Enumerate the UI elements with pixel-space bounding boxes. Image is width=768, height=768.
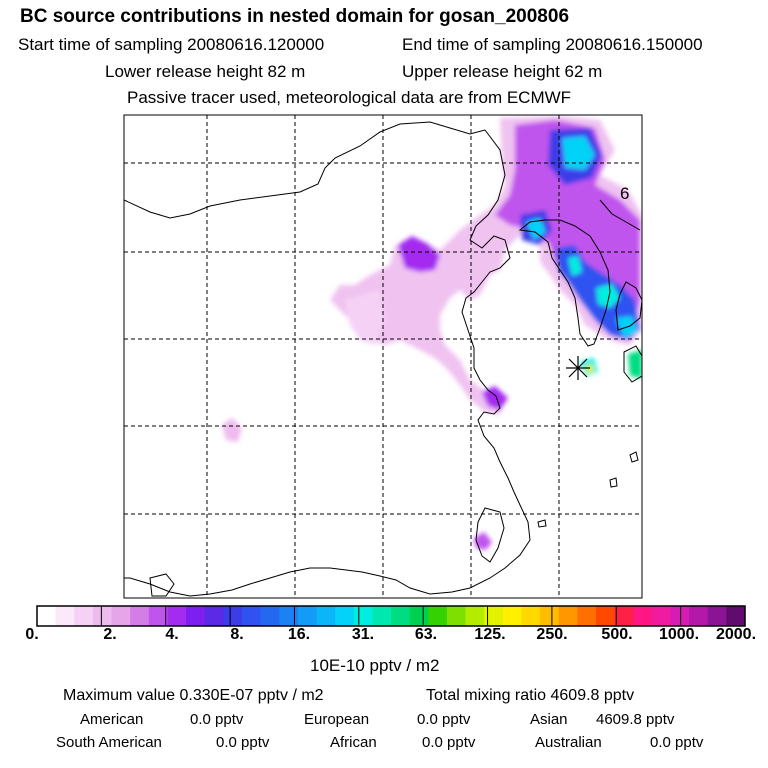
colorbar-swatch [260, 606, 280, 626]
colorbar-swatch [689, 606, 709, 626]
asian-label: Asian [530, 711, 568, 728]
colorbar-swatch [92, 606, 112, 626]
colorbar-swatch [446, 606, 466, 626]
colorbar-swatch [335, 606, 355, 626]
plume-light-west [345, 290, 385, 345]
cbar-label-125: 125. [474, 626, 506, 643]
colorbar-swatch [577, 606, 597, 626]
plume-purple-shanghai [482, 386, 508, 410]
colorbar-swatch [502, 606, 522, 626]
coastlines [124, 121, 642, 597]
colorbar-swatch [595, 606, 615, 626]
colorbar-swatch [204, 606, 224, 626]
coastline-taiwan [475, 507, 505, 563]
cbar-label-31: 31. [351, 626, 375, 643]
australian-label: Australian [535, 734, 602, 751]
coastline-ryukyu [537, 451, 639, 528]
coastline-korea [518, 219, 611, 347]
american-label: American [80, 711, 144, 728]
colorbar-swatch [111, 606, 131, 626]
receptor-star-icon [566, 356, 590, 380]
coastline-kyushu [623, 345, 642, 383]
colorbar-swatch [670, 606, 690, 626]
footprint-plume [222, 116, 642, 550]
colorbar-swatch [316, 606, 336, 626]
cbar-label-1000: 1000. [658, 626, 700, 643]
colorbar-swatch [372, 606, 392, 626]
colorbar-swatch [279, 606, 299, 626]
tracer-note: Passive tracer used, meteorological data… [127, 88, 572, 107]
colorbar-unit: 10E-10 pptv / m2 [310, 656, 440, 675]
colorbar-swatch [37, 606, 57, 626]
cbar-label-63: 63. [414, 626, 438, 643]
colorbar-swatch [521, 606, 541, 626]
colorbar-swatch [540, 606, 560, 626]
colorbar-swatch [241, 606, 261, 626]
coastline-border [599, 199, 641, 231]
plume-cyan-coast [568, 256, 582, 276]
colorbar-swatch [558, 606, 578, 626]
map-frame [123, 114, 643, 599]
cbar-label-500: 500. [601, 626, 633, 643]
coastline-bohai [124, 129, 531, 597]
colorbar-swatch [651, 606, 671, 626]
cbar-label-0: 0. [25, 626, 39, 643]
plume-cyan-japan [596, 284, 620, 308]
colorbar-swatch [353, 606, 373, 626]
colorbar-swatch [148, 606, 168, 626]
colorbar-swatch [223, 606, 243, 626]
map-label-6: 6 [620, 184, 629, 203]
cbar-label-4: 4. [165, 626, 179, 643]
coastline-hainan [149, 573, 175, 597]
colorbar-swatch [391, 606, 411, 626]
european-value: 0.0 pptv [417, 711, 471, 728]
colorbar-swatch [409, 606, 429, 626]
colorbar-swatch [484, 606, 504, 626]
colorbar-swatch [74, 606, 94, 626]
colorbar-swatch [707, 606, 727, 626]
african-label: African [330, 734, 377, 751]
plume-purple-west [398, 236, 440, 272]
colorbar-frame [36, 605, 746, 627]
colorbar-swatch [428, 606, 448, 626]
colorbar-swatch [167, 606, 187, 626]
colorbar-swatch [130, 606, 150, 626]
coastline-china-north [124, 121, 486, 219]
plume-small-west [222, 418, 242, 442]
max-value: Maximum value 0.330E-07 pptv / m2 [63, 687, 324, 704]
european-label: European [304, 711, 370, 728]
plume-cyan-korea [526, 218, 546, 240]
south-american-value: 0.0 pptv [216, 734, 270, 751]
colorbar-swatch [726, 606, 746, 626]
cbar-label-250: 250. [536, 626, 568, 643]
plume-green-east [628, 350, 642, 378]
upper-release-height: Upper release height 62 m [402, 62, 603, 81]
chart-title: BC source contributions in nested domain… [20, 6, 570, 27]
south-american-label: South American [56, 734, 162, 751]
graticule [124, 115, 642, 598]
african-value: 0.0 pptv [422, 734, 476, 751]
plume-cyan-north [562, 136, 595, 170]
australian-value: 0.0 pptv [650, 734, 704, 751]
cbar-label-16: 16. [287, 626, 311, 643]
cbar-label-2000: 2000. [715, 626, 757, 643]
colorbar-swatch [55, 606, 75, 626]
colorbar-swatch [614, 606, 634, 626]
american-value: 0.0 pptv [190, 711, 244, 728]
cbar-label-2: 2. [103, 626, 117, 643]
lower-release-height: Lower release height 82 m [105, 62, 306, 81]
end-time: End time of sampling 20080616.150000 [402, 35, 703, 54]
colorbar-swatch [297, 606, 317, 626]
asian-value: 4609.8 pptv [596, 711, 675, 728]
coastline-japan [615, 281, 642, 331]
cbar-label-8: 8. [230, 626, 244, 643]
total-mixing-ratio: Total mixing ratio 4609.8 pptv [426, 687, 635, 704]
colorbar-swatch [465, 606, 485, 626]
colorbar-swatch [633, 606, 653, 626]
colorbar-swatch [186, 606, 206, 626]
start-time: Start time of sampling 20080616.120000 [18, 35, 325, 54]
colorbar [36, 605, 746, 627]
